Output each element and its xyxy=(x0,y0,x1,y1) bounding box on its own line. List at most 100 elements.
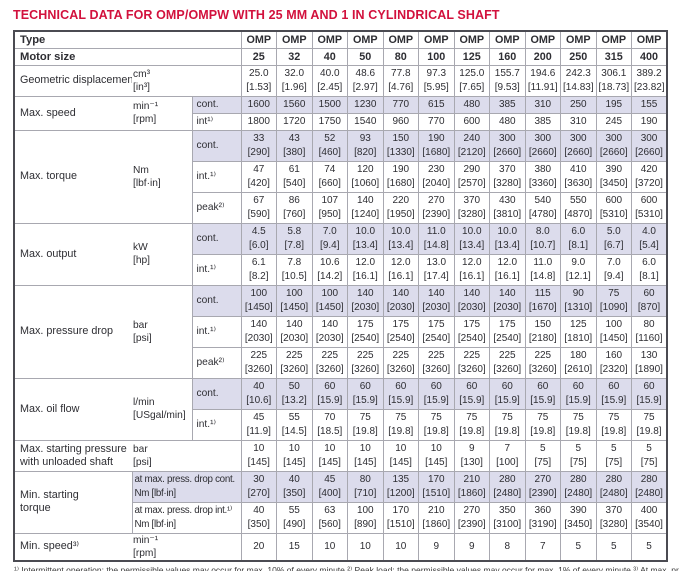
data-cell: 40 [350] xyxy=(240,501,278,534)
data-cell: 61 [540] xyxy=(276,160,313,193)
data-cell: 5 xyxy=(595,532,633,561)
data-cell: 140 [2030] xyxy=(276,315,313,348)
data-cell: 370 [3280] xyxy=(489,160,526,193)
data-cell: 75 [19.8] xyxy=(489,408,526,441)
motor-size-cell: 25 xyxy=(240,47,278,66)
data-cell: 60 [870] xyxy=(631,284,668,317)
data-cell: 8.0 [10.7] xyxy=(524,222,562,255)
data-cell: 75 [19.8] xyxy=(418,408,455,441)
data-cell: 480 xyxy=(489,112,526,131)
data-cell: 75 [19.8] xyxy=(631,408,668,441)
type-cell: OMP xyxy=(453,30,491,49)
data-cell: 160 [2320] xyxy=(595,346,633,379)
data-cell: 1560 xyxy=(276,95,313,114)
data-cell: 60 [15.9] xyxy=(382,377,420,410)
data-cell: 300 [2660] xyxy=(524,129,562,162)
data-cell: 60 [15.9] xyxy=(418,377,455,410)
condition-cell: cont. xyxy=(191,95,242,114)
data-cell: 300 [2660] xyxy=(560,129,597,162)
data-cell: 33 [290] xyxy=(240,129,278,162)
data-cell: 7.0 [9.4] xyxy=(595,253,633,286)
data-cell: 600 [5310] xyxy=(631,191,668,224)
data-cell: 75 [19.8] xyxy=(453,408,491,441)
condition-cell: cont. xyxy=(191,222,242,255)
type-cell: OMP xyxy=(240,30,278,49)
data-cell: 70 [18.5] xyxy=(311,408,349,441)
data-cell: 290 [2570] xyxy=(453,160,491,193)
data-cell: 125.0 [7.65] xyxy=(453,64,491,97)
data-cell: 50 [13.2] xyxy=(276,377,313,410)
data-cell: 77.8 [4.76] xyxy=(382,64,420,97)
data-cell: 80 [710] xyxy=(347,470,384,503)
data-cell: 10 [145] xyxy=(347,439,384,472)
data-cell: 12.0 [16.1] xyxy=(347,253,384,286)
data-cell: 140 [2030] xyxy=(489,284,526,317)
data-cell: 190 [1680] xyxy=(418,129,455,162)
data-cell: 75 [19.8] xyxy=(595,408,633,441)
data-cell: 30 [270] xyxy=(240,470,278,503)
condition-cell: cont. xyxy=(191,284,242,317)
data-cell: 385 xyxy=(489,95,526,114)
type-label-cell: Type xyxy=(13,30,242,49)
data-cell: 10.0 [13.4] xyxy=(347,222,384,255)
type-cell: OMP xyxy=(382,30,420,49)
data-cell: 52 [460] xyxy=(311,129,349,162)
motor-size-cell: 32 xyxy=(276,47,313,66)
condition-cell: at max. press. drop int.¹⁾ Nm [lbf·in] xyxy=(131,501,242,534)
motor-size-cell: 160 xyxy=(489,47,526,66)
data-cell: 180 [2610] xyxy=(560,346,597,379)
data-cell: 100 [1450] xyxy=(311,284,349,317)
data-cell: 270 [2390] xyxy=(524,470,562,503)
data-cell: 9 xyxy=(418,532,455,561)
data-cell: 60 [15.9] xyxy=(631,377,668,410)
data-cell: 7.0 [9.4] xyxy=(311,222,349,255)
page-title: TECHNICAL DATA FOR OMP/OMPW WITH 25 MM A… xyxy=(13,8,500,22)
data-cell: 300 [2660] xyxy=(631,129,668,162)
data-cell: 10.6 [14.2] xyxy=(311,253,349,286)
data-cell: 9 xyxy=(453,532,491,561)
data-cell: 10 xyxy=(382,532,420,561)
data-cell: 45 [400] xyxy=(311,470,349,503)
data-cell: 100 [1450] xyxy=(276,284,313,317)
data-cell: 5 [75] xyxy=(560,439,597,472)
data-cell: 4.0 [5.4] xyxy=(631,222,668,255)
data-cell: 389.2 [23.82] xyxy=(631,64,668,97)
data-cell: 390 [3450] xyxy=(560,501,597,534)
data-cell: 55 [14.5] xyxy=(276,408,313,441)
condition-cell: int.¹⁾ xyxy=(191,315,242,348)
unit-cell: cm³ [in³] xyxy=(132,64,242,97)
data-cell: 13.0 [17.4] xyxy=(418,253,455,286)
motor-size-cell: 250 xyxy=(560,47,597,66)
data-cell: 140 [2030] xyxy=(240,315,278,348)
data-cell: 1600 xyxy=(240,95,278,114)
datasheet-page: TECHNICAL DATA FOR OMP/OMPW WITH 25 MM A… xyxy=(13,8,679,571)
data-cell: 230 [2040] xyxy=(418,160,455,193)
data-cell: 140 [2030] xyxy=(418,284,455,317)
data-cell: 5 [75] xyxy=(524,439,562,472)
data-cell: 175 [2540] xyxy=(489,315,526,348)
data-cell: 140 [2030] xyxy=(311,315,349,348)
data-cell: 310 xyxy=(560,112,597,131)
data-cell: 270 [2390] xyxy=(418,191,455,224)
data-cell: 225 [3260] xyxy=(382,346,420,379)
unit-cell: min⁻¹ [rpm] xyxy=(132,532,242,561)
data-cell: 86 [760] xyxy=(276,191,313,224)
type-cell: OMP xyxy=(489,30,526,49)
data-cell: 420 [3720] xyxy=(631,160,668,193)
data-cell: 5.0 [6.7] xyxy=(595,222,633,255)
data-cell: 10.0 [13.4] xyxy=(382,222,420,255)
data-cell: 220 [1950] xyxy=(382,191,420,224)
data-cell: 225 [3260] xyxy=(524,346,562,379)
data-cell: 67 [590] xyxy=(240,191,278,224)
data-cell: 60 [15.9] xyxy=(489,377,526,410)
data-cell: 100 [1450] xyxy=(595,315,633,348)
data-cell: 300 [2660] xyxy=(595,129,633,162)
data-cell: 25.0 [1.53] xyxy=(240,64,278,97)
data-cell: 540 [4780] xyxy=(524,191,562,224)
data-cell: 75 [1090] xyxy=(595,284,633,317)
data-cell: 75 [19.8] xyxy=(560,408,597,441)
data-cell: 10.0 [13.4] xyxy=(453,222,491,255)
data-cell: 12.0 [16.1] xyxy=(489,253,526,286)
data-cell: 140 [1240] xyxy=(347,191,384,224)
data-cell: 5 [75] xyxy=(631,439,668,472)
